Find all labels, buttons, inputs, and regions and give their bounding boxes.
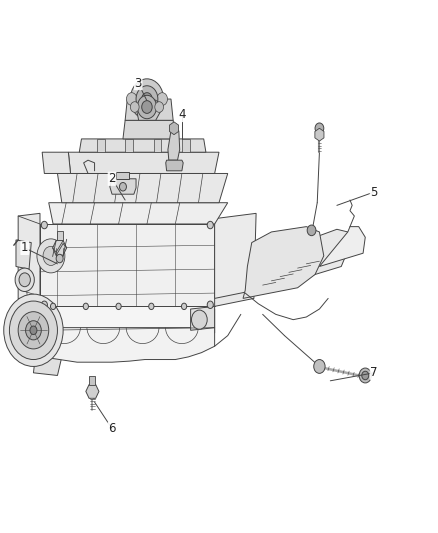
Circle shape (30, 326, 37, 335)
Circle shape (207, 221, 213, 229)
Bar (153, 139, 161, 152)
Circle shape (41, 221, 47, 229)
Text: 2: 2 (108, 172, 116, 185)
Polygon shape (297, 229, 350, 280)
Circle shape (136, 86, 158, 112)
Circle shape (362, 371, 369, 379)
Text: 5: 5 (370, 185, 378, 199)
Polygon shape (33, 354, 62, 375)
Polygon shape (123, 120, 175, 139)
Polygon shape (79, 139, 206, 152)
Polygon shape (215, 219, 254, 306)
Bar (57, 231, 63, 240)
Circle shape (131, 79, 163, 119)
Polygon shape (319, 227, 365, 266)
Circle shape (127, 93, 137, 106)
Polygon shape (57, 173, 228, 203)
Polygon shape (40, 224, 215, 306)
Polygon shape (136, 96, 160, 120)
Polygon shape (243, 227, 324, 298)
Circle shape (157, 93, 167, 106)
Bar (182, 139, 190, 152)
Circle shape (307, 225, 316, 236)
Polygon shape (16, 240, 31, 269)
Polygon shape (18, 213, 40, 306)
Polygon shape (68, 152, 219, 173)
Polygon shape (49, 203, 228, 224)
Bar (97, 139, 105, 152)
Circle shape (181, 303, 187, 310)
Text: 6: 6 (108, 422, 116, 435)
Polygon shape (168, 128, 180, 160)
Text: 4: 4 (178, 109, 186, 122)
Text: 7: 7 (370, 366, 378, 379)
Circle shape (138, 95, 156, 119)
Circle shape (359, 368, 371, 383)
Circle shape (83, 303, 88, 310)
Polygon shape (191, 306, 215, 330)
Circle shape (155, 102, 163, 112)
Circle shape (116, 303, 121, 310)
Circle shape (4, 294, 63, 367)
Text: 3: 3 (134, 77, 142, 90)
Bar (125, 139, 133, 152)
Circle shape (207, 301, 213, 309)
Circle shape (25, 321, 41, 340)
Circle shape (37, 239, 65, 273)
Circle shape (43, 246, 59, 265)
Bar (89, 376, 95, 384)
Circle shape (50, 303, 56, 310)
Polygon shape (40, 306, 215, 338)
Polygon shape (42, 152, 71, 173)
Circle shape (149, 303, 154, 310)
Circle shape (315, 123, 324, 134)
Circle shape (18, 312, 49, 349)
Polygon shape (166, 160, 183, 171)
Text: 1: 1 (21, 241, 28, 254)
Circle shape (120, 182, 127, 191)
Circle shape (142, 101, 152, 114)
Polygon shape (42, 328, 215, 362)
Circle shape (314, 360, 325, 373)
Polygon shape (110, 179, 136, 194)
Circle shape (19, 273, 30, 287)
Polygon shape (215, 213, 256, 298)
Circle shape (142, 93, 152, 106)
Circle shape (191, 310, 207, 329)
Circle shape (56, 254, 63, 263)
Circle shape (41, 301, 47, 309)
Circle shape (10, 301, 57, 360)
Circle shape (15, 268, 34, 292)
Polygon shape (117, 172, 130, 179)
Polygon shape (125, 99, 173, 120)
Circle shape (131, 102, 139, 112)
